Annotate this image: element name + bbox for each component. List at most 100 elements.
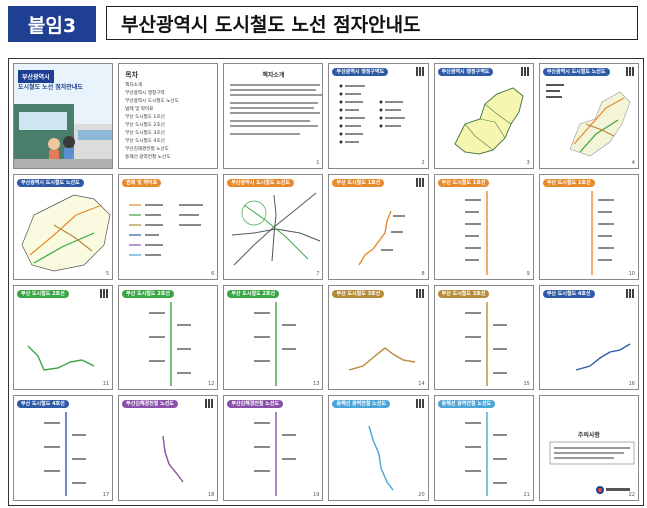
thumb-line-web: 부산광역시 도시철도 노선도 7: [223, 173, 324, 280]
bgl-ribbon: 부산김해경전철 노선도: [227, 400, 284, 409]
line2-ribbon: 부산 도시철도 2호선: [122, 289, 174, 298]
donghae-strip: [464, 412, 507, 497]
network-mini-map: [545, 84, 631, 157]
thumb-line3-map: 부산 도시철도 3호선 14: [328, 284, 429, 391]
page-number: 13: [313, 381, 320, 388]
page-number: 2: [421, 159, 425, 166]
line2-ribbon: 부산 도시철도 2호선: [227, 289, 280, 298]
page-number: 22: [628, 492, 635, 498]
thumb-bgl-strip: 부산김해경전철 노선도 19: [223, 395, 324, 501]
thumb-legend: 범례 및 약어표 6: [118, 173, 219, 280]
line4-strip: [44, 412, 86, 497]
thumb-bgl-map: 부산김해경전철 노선도 18: [118, 395, 219, 501]
network-full-map: [21, 194, 111, 272]
line4-route: [575, 342, 631, 371]
bgl-ribbon: 부산김해경전철 노선도: [122, 400, 178, 409]
donghae-ribbon: 동해선 광역전철 노선도: [332, 400, 390, 409]
page-number: 19: [313, 492, 320, 498]
toc-item: 부산 도시철도 1호선: [125, 115, 165, 120]
thumb-line4-map: 부산 도시철도 4호선 16: [538, 284, 639, 391]
qr-icon: [415, 67, 425, 76]
thumb-line4-strip: 부산 도시철도 4호선 17: [13, 395, 114, 501]
line1-ribbon: 부산 도시철도 1호선: [437, 178, 490, 187]
toc-item: 부산광역시 도시철도 노선도: [125, 99, 179, 104]
thumb-line2-strip-b: 부산 도시철도 2호선 13: [223, 284, 324, 391]
thumb-line2-strip-a: 부산 도시철도 2호선 12: [118, 284, 219, 391]
legend-ribbon: 범례 및 약어표: [122, 178, 162, 187]
qr-icon: [625, 67, 635, 76]
thumb-toc: 목차 책자소개 부산광역시 행정구역 부산광역시 도시철도 노선도 범례 및 약어표 부…: [118, 63, 219, 169]
donghae-ribbon: 동해선 광역전철 노선도: [437, 400, 496, 409]
qr-icon: [100, 288, 110, 298]
line3-ribbon: 부산 도시철도 3호선: [332, 289, 385, 298]
page-number: 4: [631, 159, 635, 166]
page-number: 15: [523, 381, 530, 388]
line4-ribbon: 부산 도시철도 4호선: [542, 289, 595, 298]
thumb-closing: 주의사항 22: [538, 395, 639, 501]
page-title: 부산광역시 도시철도 노선 점자안내도: [106, 6, 638, 40]
toc-item: 부산김해경전철 노선도: [125, 147, 169, 152]
line2-ribbon: 부산 도시철도 2호선: [17, 289, 69, 298]
line4-ribbon: 부산 도시철도 4호선: [17, 400, 69, 409]
thumb-line2-map: 부산 도시철도 2호선 11: [13, 284, 114, 391]
page-number: 16: [628, 381, 635, 388]
thumb-admin-map: 부산광역시 행정구역도 3: [433, 63, 534, 169]
network-ribbon: 부산광역시 도시철도 노선도: [542, 68, 610, 76]
network-ribbon: 부산광역시 도시철도 노선도: [227, 178, 295, 187]
page-number: 20: [418, 492, 425, 498]
page-number: 9: [526, 270, 530, 277]
toc-item: 부산 도시철도 4호선: [125, 139, 165, 144]
qr-icon: [415, 288, 425, 298]
page-number: 3: [526, 159, 530, 166]
thumb-line3-strip: 부산 도시철도 3호선 15: [433, 284, 534, 391]
admin-ribbon: 부산광역시 행정구역도: [332, 68, 389, 76]
page-thumbnail-grid: 부산광역시 도시철도 노선 점자안내도 목차 책자소개 부산광역시 행정구역 부산광…: [13, 63, 639, 501]
page-number: 7: [316, 270, 320, 277]
qr-icon: [520, 67, 530, 76]
donghae-route: [368, 426, 395, 491]
toc-item: 범례 및 약어표: [125, 107, 154, 112]
admin-district-map: [454, 87, 524, 155]
line-web-map: [232, 192, 321, 266]
network-ribbon: 부산광역시 도시철도 노선도: [17, 178, 84, 187]
line2-strip-b: [254, 301, 297, 386]
page-number: 17: [102, 492, 110, 498]
thumb-cover: 부산광역시 도시철도 노선 점자안내도: [13, 63, 114, 169]
bgl-strip: [254, 412, 297, 497]
line2-route: [27, 345, 95, 371]
line3-ribbon: 부산 도시철도 3호선: [437, 289, 490, 298]
qr-icon: [625, 288, 635, 298]
legend-symbols: [129, 203, 204, 256]
thumb-network-full: 부산광역시 도시철도 노선도 5: [13, 173, 114, 280]
thumb-donghae-map: 동해선 광역전철 노선도 20: [328, 395, 429, 501]
cover-illustration: [14, 104, 113, 168]
thumb-line1-map: 부산 도시철도 1호선 8: [328, 173, 429, 280]
thumb-admin-list: 부산광역시 행정구역도 2: [328, 63, 429, 169]
line1-ribbon: 부산 도시철도 1호선: [332, 178, 385, 187]
line3-strip: [464, 301, 507, 386]
page-number: 8: [421, 270, 425, 277]
toc-item: 부산광역시 행정구역: [125, 91, 165, 96]
line2-strip-a: [149, 301, 192, 386]
toc-item: 동해선 광역전철 노선도: [125, 155, 171, 160]
cover-line1: 부산광역시: [18, 70, 54, 83]
intro-text-lines: [230, 84, 323, 135]
line1-route: [358, 210, 406, 266]
booklet-sheet: 부산광역시 도시철도 노선 점자안내도 목차 책자소개 부산광역시 행정구역 부산광…: [8, 58, 644, 506]
thumb-line1-strip-a: 부산 도시철도 1호선 9: [433, 173, 534, 280]
page-number: 21: [523, 492, 530, 498]
bgl-route: [162, 436, 184, 483]
toc-item: 부산 도시철도 3호선: [125, 131, 165, 136]
qr-icon: [415, 177, 425, 187]
line1-strip-b: [591, 190, 614, 275]
toc-item: 부산 도시철도 2호선: [125, 123, 165, 128]
qr-icon: [205, 399, 215, 409]
line3-route: [349, 346, 416, 371]
header: 붙임3 부산광역시 도시철도 노선 점자안내도: [8, 6, 638, 42]
closing-title: 주의사항: [577, 432, 600, 440]
line1-strip-a: [464, 190, 488, 275]
page-number: 5: [105, 270, 110, 277]
page-number: 6: [211, 270, 215, 277]
toc-item: 책자소개: [125, 83, 143, 88]
